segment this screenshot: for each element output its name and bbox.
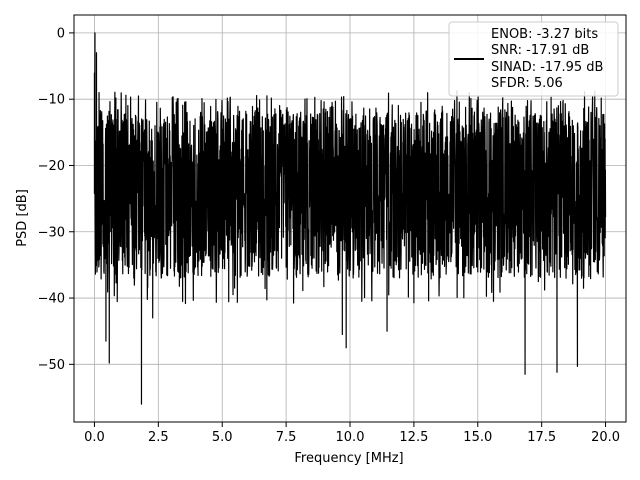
psd-series bbox=[93, 32, 607, 405]
x-tick-label: 7.5 bbox=[276, 430, 297, 445]
y-tick-label: −20 bbox=[38, 159, 65, 174]
legend-sfdr: SFDR: 5.06 bbox=[491, 76, 563, 91]
legend-frame bbox=[448, 21, 619, 97]
x-tick-label: 10.0 bbox=[336, 430, 365, 445]
x-axis-ticks: 0.0 2.5 5.0 7.5 10.0 12.5 15.0 17.5 20.0 bbox=[84, 422, 620, 445]
y-tick-label: −10 bbox=[38, 93, 65, 108]
legend-sinad: SINAD: -17.95 dB bbox=[491, 60, 603, 75]
x-tick-label: 2.5 bbox=[148, 430, 169, 445]
legend-snr: SNR: -17.91 dB bbox=[491, 43, 589, 58]
y-tick-label: −30 bbox=[38, 225, 65, 240]
x-tick-label: 5.0 bbox=[212, 430, 233, 445]
x-tick-label: 12.5 bbox=[399, 430, 428, 445]
y-tick-label: −40 bbox=[38, 292, 65, 307]
x-axis-label: Frequency [MHz] bbox=[294, 451, 403, 466]
x-tick-label: 15.0 bbox=[463, 430, 492, 445]
y-tick-label: −50 bbox=[38, 358, 65, 373]
psd-line bbox=[93, 32, 607, 405]
legend: ENOB: -3.27 bits SNR: -17.91 dB SINAD: -… bbox=[448, 21, 619, 97]
y-axis-label: PSD [dB] bbox=[15, 189, 30, 247]
x-tick-label: 0.0 bbox=[84, 430, 105, 445]
x-tick-label: 20.0 bbox=[591, 430, 620, 445]
y-axis-ticks: 0 −10 −20 −30 −40 −50 bbox=[38, 26, 74, 373]
x-tick-label: 17.5 bbox=[527, 430, 556, 445]
legend-enob: ENOB: -3.27 bits bbox=[491, 27, 598, 42]
y-tick-label: 0 bbox=[57, 26, 65, 41]
